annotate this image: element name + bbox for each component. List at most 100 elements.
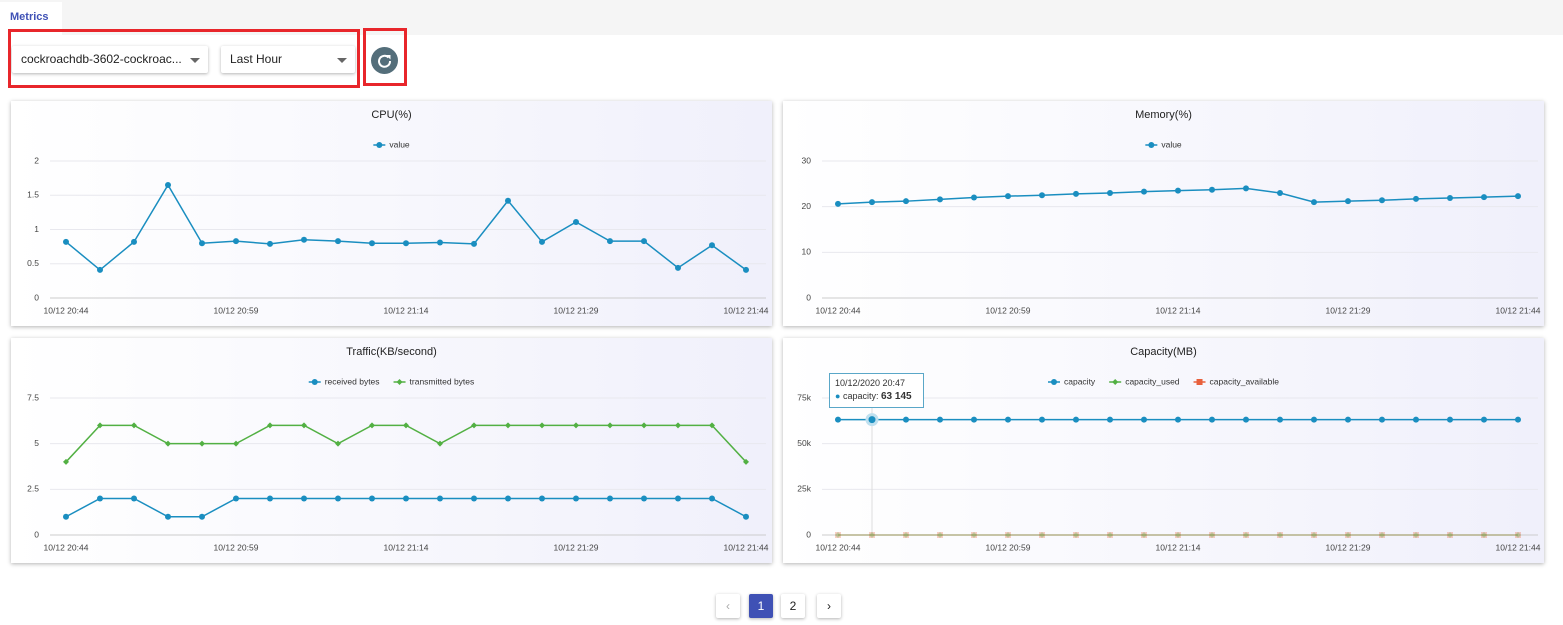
data-point (1447, 416, 1453, 423)
x-tick-label: 10/12 21:29 (1326, 542, 1371, 552)
data-point (505, 495, 511, 502)
data-point (233, 440, 239, 447)
data-point (505, 422, 511, 429)
x-tick-label: 10/12 21:14 (384, 305, 429, 315)
legend-label: transmitted bytes (410, 376, 475, 386)
instance-select[interactable]: cockroachdb-3602-cockroac... (12, 46, 208, 73)
refresh-icon (378, 54, 392, 68)
data-point (437, 495, 443, 502)
data-point (1481, 532, 1487, 538)
data-point (165, 181, 171, 188)
data-point (403, 422, 409, 429)
data-point (1515, 416, 1521, 423)
data-point (1379, 532, 1385, 538)
data-point (471, 422, 477, 429)
data-point (301, 236, 307, 243)
data-point (1481, 416, 1487, 423)
data-point (835, 532, 841, 538)
data-point (675, 264, 681, 271)
x-tick-label: 10/12 20:44 (44, 305, 89, 315)
page-button[interactable]: 1 (749, 594, 773, 618)
data-point (937, 532, 943, 538)
data-point (1209, 532, 1215, 538)
data-point (1107, 416, 1113, 423)
data-point (971, 532, 977, 538)
data-point (641, 422, 647, 429)
data-point (937, 196, 943, 203)
y-tick-label: 7.5 (27, 392, 39, 402)
legend-item: value (1145, 139, 1182, 149)
data-point (971, 416, 977, 423)
data-point (937, 416, 943, 423)
data-point (1141, 416, 1147, 423)
data-point (1243, 185, 1249, 192)
data-point (971, 532, 977, 538)
data-point (1345, 416, 1351, 423)
data-point (131, 422, 137, 429)
legend-label: capacity_used (1125, 376, 1180, 386)
data-point (607, 238, 613, 245)
tooltip-title: 10/12/2020 20:47 (835, 378, 906, 388)
y-tick-label: 0 (34, 292, 39, 302)
chart: Capacity(MB) 0 25k 50k 75k 10/12 20:44 10/12 2… (797, 346, 1540, 552)
legend-marker (396, 379, 403, 385)
data-point (1379, 416, 1385, 423)
data-point (1345, 532, 1351, 538)
data-point (1447, 194, 1453, 201)
data-point (1345, 532, 1351, 538)
data-point (903, 198, 909, 205)
chart-title: Traffic(KB/second) (346, 346, 436, 358)
data-point (471, 495, 477, 502)
data-point (743, 266, 749, 273)
y-tick-label: 5 (34, 438, 39, 448)
data-point (1515, 193, 1521, 200)
x-tick-label: 10/12 20:44 (816, 542, 861, 552)
x-tick-label: 10/12 21:14 (1156, 542, 1201, 552)
data-point (835, 416, 841, 423)
y-tick-label: 1 (34, 224, 39, 234)
data-point (403, 240, 409, 247)
data-point (267, 422, 273, 429)
next-page[interactable]: › (817, 594, 841, 618)
data-point (1073, 416, 1079, 423)
data-point (199, 440, 205, 447)
y-tick-label: 0 (806, 292, 811, 302)
page-button[interactable]: 2 (781, 594, 805, 618)
data-point (1481, 532, 1487, 538)
legend: received bytes transmitted bytes (308, 376, 475, 386)
data-point (1141, 532, 1147, 538)
data-point (165, 440, 171, 447)
data-point (903, 416, 909, 423)
x-tick-label: 10/12 20:44 (816, 305, 861, 315)
x-tick-label: 10/12 20:44 (44, 542, 89, 552)
data-point (743, 513, 749, 520)
data-point (1277, 532, 1283, 538)
data-point (903, 532, 909, 538)
tooltip: 10/12/2020 20:47 ● capacity: 63 145 (829, 373, 924, 408)
data-point (1277, 532, 1283, 538)
data-point (437, 239, 443, 246)
chart: CPU(%) 0 0.5 1 1.5 2 10/12 20:44 10/12 20:59 10/… (27, 109, 769, 315)
prev-page[interactable]: ‹ (716, 594, 740, 618)
legend-item: capacity (1048, 376, 1096, 386)
data-point (1107, 532, 1113, 538)
data-point (869, 532, 875, 538)
data-point (1039, 192, 1045, 199)
data-point (1175, 416, 1181, 423)
data-point (1209, 186, 1215, 193)
x-tick-label: 10/12 20:59 (214, 542, 259, 552)
y-tick-label: 25k (797, 484, 811, 494)
data-point (1277, 416, 1283, 423)
data-point (1005, 416, 1011, 423)
range-select[interactable]: Last Hour (221, 46, 355, 73)
data-point (1447, 532, 1453, 538)
data-point (539, 495, 545, 502)
data-point (131, 495, 137, 502)
data-point (1175, 532, 1181, 538)
y-tick-label: 75k (797, 392, 811, 402)
x-tick-label: 10/12 21:44 (724, 305, 769, 315)
data-point (1413, 532, 1419, 538)
y-tick-label: 2 (34, 155, 39, 165)
refresh-button[interactable] (371, 47, 398, 74)
data-point (1311, 416, 1317, 423)
